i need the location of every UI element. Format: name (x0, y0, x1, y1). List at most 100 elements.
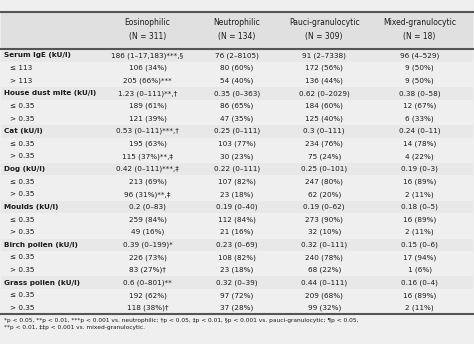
Text: Birch pollen (kU/l): Birch pollen (kU/l) (4, 242, 78, 248)
Text: 0.2 (0–83): 0.2 (0–83) (129, 204, 166, 210)
Bar (1, 264, 473, 277)
Text: > 0.35: > 0.35 (10, 267, 35, 273)
Text: 47 (35%): 47 (35%) (220, 115, 254, 122)
Text: 97 (72%): 97 (72%) (220, 292, 254, 299)
Bar (1, 238, 473, 251)
Bar (1, 150, 473, 163)
Text: 0.25 (0–111): 0.25 (0–111) (214, 128, 260, 135)
Text: 0.6 (0–801)**: 0.6 (0–801)** (123, 279, 172, 286)
Text: 80 (60%): 80 (60%) (220, 65, 254, 71)
Text: 23 (18%): 23 (18%) (220, 191, 254, 197)
Text: 121 (39%): 121 (39%) (128, 115, 166, 122)
Text: 172 (56%): 172 (56%) (305, 65, 343, 71)
Text: 186 (1–17,183)***,§: 186 (1–17,183)***,§ (111, 52, 183, 59)
Text: 0.32 (0–111): 0.32 (0–111) (301, 241, 347, 248)
Bar (1, 163, 473, 175)
Text: ≤ 0.35: ≤ 0.35 (10, 141, 35, 147)
Text: > 0.35: > 0.35 (10, 191, 35, 197)
Text: 192 (62%): 192 (62%) (128, 292, 166, 299)
Text: > 0.35: > 0.35 (10, 116, 35, 121)
Text: 6 (33%): 6 (33%) (405, 115, 434, 122)
Text: (N = 134): (N = 134) (219, 32, 255, 41)
Text: ≤ 0.35: ≤ 0.35 (10, 179, 35, 185)
Bar (1, 188, 473, 201)
Text: 136 (44%): 136 (44%) (305, 77, 343, 84)
Text: 1.23 (0–111)**,†: 1.23 (0–111)**,† (118, 90, 177, 97)
Text: 0.42 (0–111)***,‡: 0.42 (0–111)***,‡ (116, 166, 179, 172)
Text: 0.3 (0–111): 0.3 (0–111) (303, 128, 345, 135)
Text: 12 (67%): 12 (67%) (403, 103, 436, 109)
Bar (1, 62, 473, 74)
Bar (1, 12, 473, 49)
Bar (1, 100, 473, 112)
Text: 9 (50%): 9 (50%) (405, 77, 434, 84)
Text: 2 (11%): 2 (11%) (405, 305, 434, 311)
Text: Pauci-granulocytic: Pauci-granulocytic (289, 18, 359, 27)
Text: 37 (28%): 37 (28%) (220, 305, 254, 311)
Text: 0.44 (0–111): 0.44 (0–111) (301, 279, 347, 286)
Text: 108 (82%): 108 (82%) (218, 254, 256, 261)
Text: Serum IgE (kU/l): Serum IgE (kU/l) (4, 53, 71, 58)
Text: 0.53 (0–111)***,†: 0.53 (0–111)***,† (116, 128, 179, 135)
Bar (1, 125, 473, 138)
Bar (1, 112, 473, 125)
Bar (1, 74, 473, 87)
Text: ≤ 0.35: ≤ 0.35 (10, 217, 35, 223)
Bar (1, 175, 473, 188)
Text: 115 (37%)**,‡: 115 (37%)**,‡ (122, 153, 173, 160)
Text: 16 (89%): 16 (89%) (403, 179, 436, 185)
Text: Moulds (kU/l): Moulds (kU/l) (4, 204, 58, 210)
Text: ≤ 0.35: ≤ 0.35 (10, 103, 35, 109)
Text: 32 (10%): 32 (10%) (308, 229, 341, 236)
Text: 213 (69%): 213 (69%) (128, 179, 166, 185)
Text: 23 (18%): 23 (18%) (220, 267, 254, 273)
Text: 125 (40%): 125 (40%) (305, 115, 343, 122)
Text: House dust mite (kU/l): House dust mite (kU/l) (4, 90, 96, 96)
Text: (N = 309): (N = 309) (305, 32, 343, 41)
Bar (1, 251, 473, 264)
Text: 0.18 (0–5): 0.18 (0–5) (401, 204, 438, 210)
Text: 0.25 (0–101): 0.25 (0–101) (301, 166, 347, 172)
Text: 0.15 (0–6): 0.15 (0–6) (401, 241, 438, 248)
Text: 107 (82%): 107 (82%) (218, 179, 256, 185)
Text: 9 (50%): 9 (50%) (405, 65, 434, 71)
Text: 240 (78%): 240 (78%) (305, 254, 343, 261)
Text: *p < 0.05, **p < 0.01, ***p < 0.001 vs. neutrophilic; †p < 0.05, ‡p < 0.01, §p <: *p < 0.05, **p < 0.01, ***p < 0.001 vs. … (4, 319, 358, 330)
Text: 0.22 (0–111): 0.22 (0–111) (214, 166, 260, 172)
Text: 0.19 (0–3): 0.19 (0–3) (401, 166, 438, 172)
Text: Mixed-granulocytic: Mixed-granulocytic (383, 18, 456, 27)
Text: 0.32 (0–39): 0.32 (0–39) (216, 279, 258, 286)
Text: > 0.35: > 0.35 (10, 305, 35, 311)
Text: ≤ 113: ≤ 113 (10, 65, 32, 71)
Text: 2 (11%): 2 (11%) (405, 191, 434, 197)
Text: Eosinophilic: Eosinophilic (125, 18, 170, 27)
Bar (1, 289, 473, 302)
Bar (1, 49, 473, 62)
Bar (1, 226, 473, 238)
Text: 30 (23%): 30 (23%) (220, 153, 254, 160)
Bar (1, 302, 473, 314)
Text: 0.38 (0–58): 0.38 (0–58) (399, 90, 440, 97)
Text: 96 (31%)**,‡: 96 (31%)**,‡ (124, 191, 171, 197)
Text: ≤ 0.35: ≤ 0.35 (10, 292, 35, 298)
Text: 195 (63%): 195 (63%) (128, 141, 166, 147)
Text: 14 (78%): 14 (78%) (403, 141, 436, 147)
Text: > 0.35: > 0.35 (10, 229, 35, 235)
Text: 76 (2–8105): 76 (2–8105) (215, 52, 259, 59)
Text: 0.23 (0–69): 0.23 (0–69) (216, 241, 258, 248)
Text: 226 (73%): 226 (73%) (128, 254, 166, 261)
Text: 99 (32%): 99 (32%) (308, 305, 341, 311)
Text: 4 (22%): 4 (22%) (405, 153, 434, 160)
Text: 91 (2–7338): 91 (2–7338) (302, 52, 346, 59)
Bar (1, 277, 473, 289)
Text: 62 (20%): 62 (20%) (308, 191, 341, 197)
Text: 184 (60%): 184 (60%) (305, 103, 343, 109)
Text: Neutrophilic: Neutrophilic (214, 18, 260, 27)
Text: 75 (24%): 75 (24%) (308, 153, 341, 160)
Text: 205 (66%)***: 205 (66%)*** (123, 77, 172, 84)
Text: 234 (76%): 234 (76%) (305, 141, 343, 147)
Text: 118 (38%)†: 118 (38%)† (127, 305, 168, 311)
Text: 49 (16%): 49 (16%) (131, 229, 164, 236)
Text: 86 (65%): 86 (65%) (220, 103, 254, 109)
Text: 259 (84%): 259 (84%) (128, 216, 166, 223)
